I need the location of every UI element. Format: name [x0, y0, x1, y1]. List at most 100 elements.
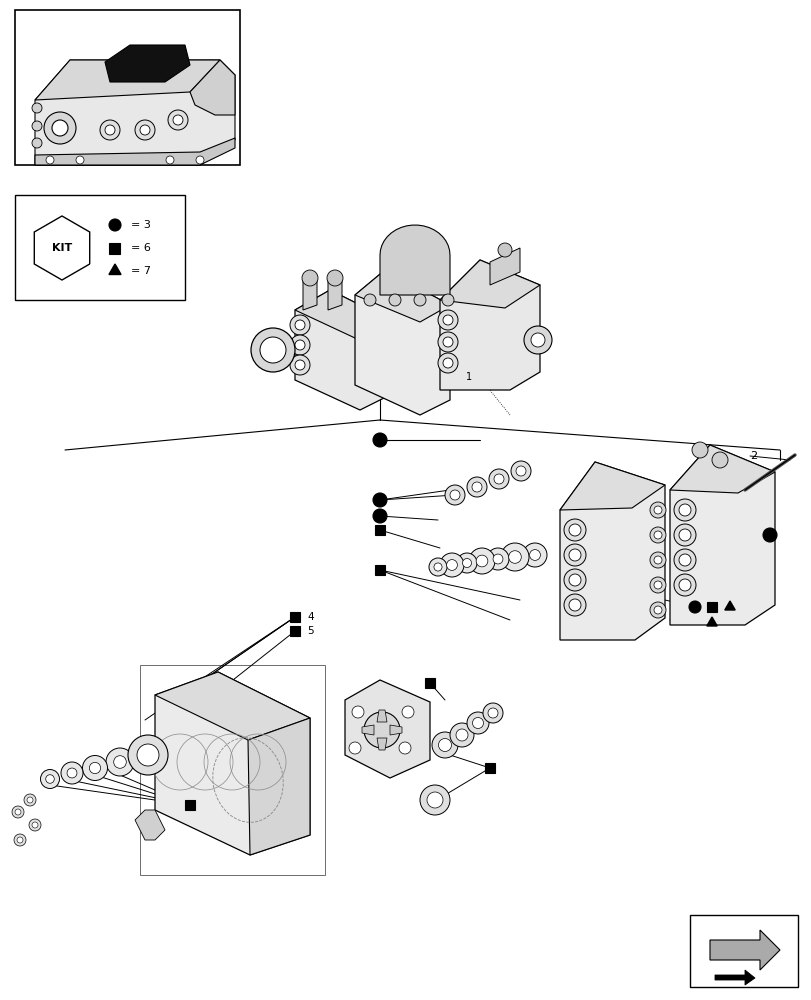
Circle shape: [437, 332, 457, 352]
Circle shape: [29, 819, 41, 831]
Polygon shape: [354, 270, 449, 322]
Polygon shape: [35, 60, 220, 100]
Circle shape: [14, 834, 26, 846]
Polygon shape: [560, 462, 664, 510]
Circle shape: [564, 569, 586, 591]
Circle shape: [649, 502, 665, 518]
Circle shape: [89, 762, 101, 774]
Circle shape: [388, 294, 401, 306]
Circle shape: [444, 485, 465, 505]
Circle shape: [678, 504, 690, 516]
Circle shape: [251, 328, 294, 372]
Circle shape: [372, 493, 387, 507]
Circle shape: [45, 775, 54, 783]
Circle shape: [27, 797, 33, 803]
Circle shape: [32, 103, 42, 113]
Polygon shape: [376, 738, 387, 750]
Circle shape: [351, 706, 363, 718]
Circle shape: [32, 822, 38, 828]
Polygon shape: [303, 275, 316, 310]
Circle shape: [673, 549, 695, 571]
Circle shape: [711, 452, 727, 468]
Polygon shape: [389, 725, 401, 735]
Circle shape: [302, 270, 318, 286]
Circle shape: [678, 529, 690, 541]
Circle shape: [433, 563, 441, 571]
Circle shape: [466, 477, 487, 497]
Circle shape: [294, 360, 305, 370]
Circle shape: [569, 524, 581, 536]
Polygon shape: [294, 290, 389, 410]
Circle shape: [41, 770, 59, 788]
Circle shape: [469, 548, 495, 574]
Circle shape: [653, 506, 661, 514]
Circle shape: [401, 706, 414, 718]
Circle shape: [419, 785, 449, 815]
Circle shape: [128, 735, 168, 775]
Circle shape: [414, 294, 426, 306]
Bar: [484, 763, 495, 773]
Polygon shape: [714, 970, 754, 985]
Text: = 3: = 3: [131, 220, 151, 230]
Polygon shape: [669, 445, 774, 493]
Circle shape: [488, 469, 508, 489]
Bar: [706, 602, 716, 612]
Circle shape: [398, 742, 410, 754]
Circle shape: [349, 742, 361, 754]
Circle shape: [649, 577, 665, 593]
Circle shape: [76, 156, 84, 164]
Circle shape: [438, 738, 451, 752]
Bar: [290, 626, 299, 636]
Circle shape: [530, 333, 544, 347]
Circle shape: [427, 792, 443, 808]
Circle shape: [168, 110, 188, 130]
Circle shape: [372, 509, 387, 523]
Circle shape: [441, 294, 453, 306]
Circle shape: [24, 794, 36, 806]
Polygon shape: [380, 225, 449, 295]
Circle shape: [15, 809, 21, 815]
Circle shape: [456, 729, 467, 741]
Circle shape: [165, 156, 174, 164]
Circle shape: [673, 574, 695, 596]
Circle shape: [649, 602, 665, 618]
Circle shape: [493, 474, 504, 484]
Circle shape: [522, 543, 547, 567]
Circle shape: [83, 756, 107, 780]
Polygon shape: [328, 275, 341, 310]
Circle shape: [653, 556, 661, 564]
Circle shape: [363, 294, 375, 306]
Circle shape: [260, 337, 285, 363]
Circle shape: [487, 548, 508, 570]
Polygon shape: [155, 672, 310, 740]
Circle shape: [294, 320, 305, 330]
Circle shape: [653, 581, 661, 589]
Circle shape: [431, 732, 457, 758]
Circle shape: [12, 806, 24, 818]
Text: 5: 5: [307, 626, 313, 636]
Circle shape: [678, 554, 690, 566]
Circle shape: [673, 524, 695, 546]
Circle shape: [44, 112, 76, 144]
Polygon shape: [105, 45, 190, 82]
Text: = 6: = 6: [131, 243, 151, 253]
Circle shape: [327, 270, 342, 286]
Circle shape: [106, 748, 134, 776]
Polygon shape: [709, 930, 779, 970]
Bar: [460, 368, 483, 386]
Circle shape: [443, 358, 453, 368]
Circle shape: [492, 554, 502, 564]
Circle shape: [569, 599, 581, 611]
Bar: [689, 915, 797, 987]
Bar: [185, 800, 195, 810]
Polygon shape: [345, 680, 430, 778]
Bar: [375, 525, 384, 535]
Circle shape: [443, 337, 453, 347]
Polygon shape: [247, 718, 310, 855]
Circle shape: [173, 115, 182, 125]
Circle shape: [139, 125, 150, 135]
Circle shape: [32, 138, 42, 148]
Text: = 7: = 7: [131, 266, 151, 276]
Circle shape: [515, 466, 526, 476]
Circle shape: [475, 555, 487, 567]
